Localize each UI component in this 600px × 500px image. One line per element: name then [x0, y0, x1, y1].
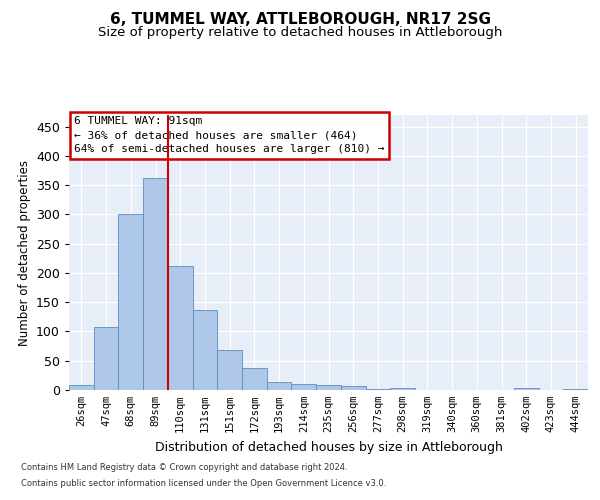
Bar	[390, 388, 415, 390]
Bar	[267, 382, 292, 390]
Bar	[292, 384, 316, 390]
X-axis label: Distribution of detached houses by size in Attleborough: Distribution of detached houses by size …	[155, 440, 502, 454]
Bar	[365, 389, 390, 390]
Text: Contains HM Land Registry data © Crown copyright and database right 2024.: Contains HM Land Registry data © Crown c…	[21, 464, 347, 472]
Text: Size of property relative to detached houses in Attleborough: Size of property relative to detached ho…	[98, 26, 502, 39]
Bar	[118, 214, 143, 390]
Bar	[69, 386, 94, 390]
Text: 6, TUMMEL WAY, ATTLEBOROUGH, NR17 2SG: 6, TUMMEL WAY, ATTLEBOROUGH, NR17 2SG	[110, 12, 491, 28]
Bar	[563, 389, 588, 390]
Bar	[242, 368, 267, 390]
Bar	[514, 388, 539, 390]
Bar	[316, 384, 341, 390]
Text: 6 TUMMEL WAY: 91sqm
← 36% of detached houses are smaller (464)
64% of semi-detac: 6 TUMMEL WAY: 91sqm ← 36% of detached ho…	[74, 116, 385, 154]
Bar	[217, 350, 242, 390]
Bar	[193, 310, 217, 390]
Bar	[143, 178, 168, 390]
Bar	[168, 266, 193, 390]
Y-axis label: Number of detached properties: Number of detached properties	[17, 160, 31, 346]
Text: Contains public sector information licensed under the Open Government Licence v3: Contains public sector information licen…	[21, 478, 386, 488]
Bar	[94, 327, 118, 390]
Bar	[341, 386, 365, 390]
